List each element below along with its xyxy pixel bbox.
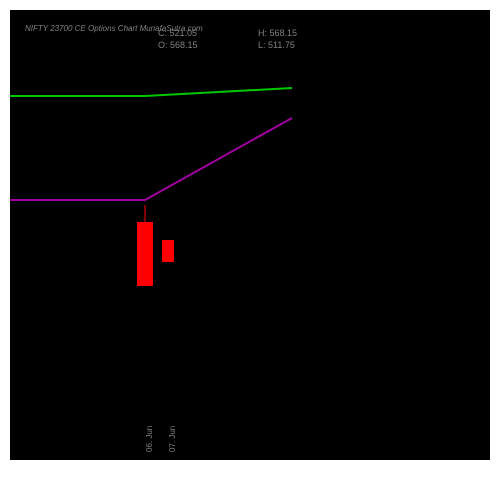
candle-1-body: [162, 240, 174, 262]
ohlc-open: O: 568.15: [158, 40, 198, 50]
candle-0-body: [137, 222, 153, 286]
ohlc-close: C: 521.05: [158, 28, 197, 38]
chart-svg: [10, 10, 490, 460]
ohlc-high: H: 568.15: [258, 28, 297, 38]
x-axis-label-0: 06. Jun: [145, 426, 154, 452]
page: NIFTY 23700 CE Options Chart MunafaSutra…: [0, 0, 500, 500]
chart-area: NIFTY 23700 CE Options Chart MunafaSutra…: [10, 10, 490, 460]
x-axis-label-1: 07. Jun: [168, 426, 177, 452]
chart-background: [10, 10, 490, 460]
ohlc-low: L: 511.75: [258, 40, 295, 50]
candle-1: [162, 240, 174, 262]
